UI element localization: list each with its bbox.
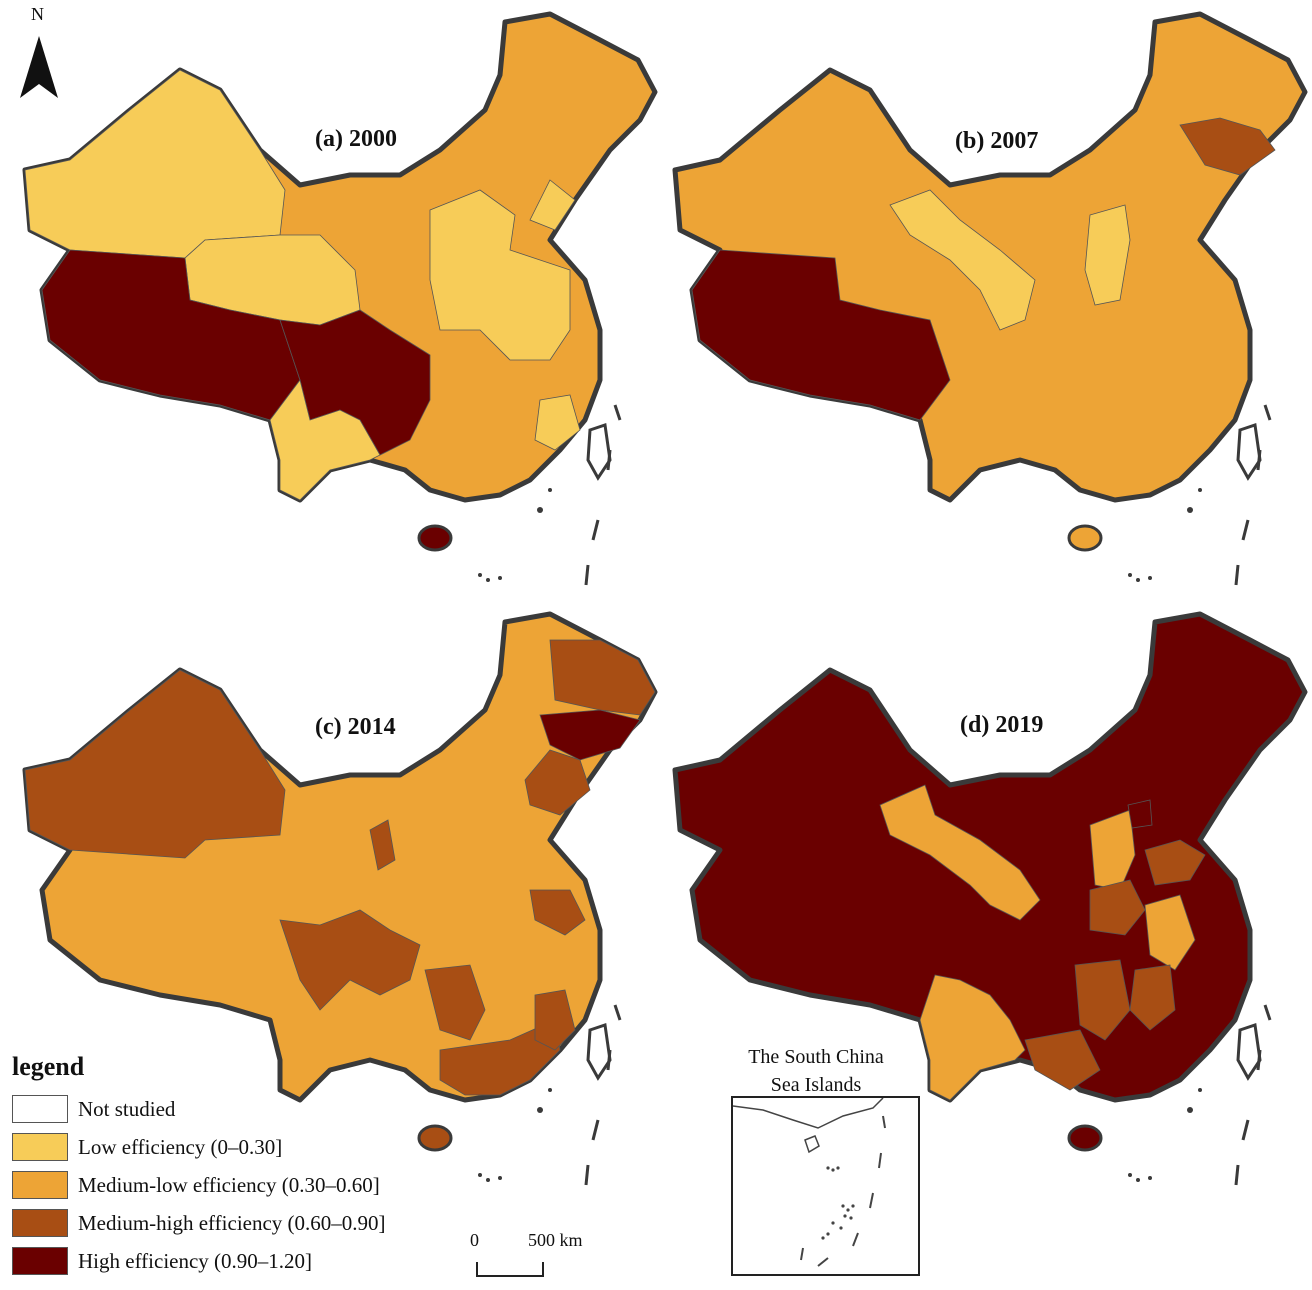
region-shandong — [1144, 839, 1206, 886]
nine-dash-lines — [584, 1004, 622, 1186]
inset-title-line1: The South China — [748, 1046, 884, 1068]
region-hainan — [1067, 524, 1103, 552]
legend-item: High efficiency (0.90–1.20] — [12, 1242, 472, 1280]
china-map-2007 — [672, 11, 1308, 586]
island-dots — [478, 1088, 552, 1182]
region-xinjiang — [24, 69, 286, 259]
island-dots — [1128, 1088, 1202, 1182]
legend-item: Medium-low efficiency (0.30–0.60] — [12, 1166, 472, 1204]
legend-label: Medium-high efficiency (0.60–0.90] — [78, 1210, 386, 1235]
legend-swatch — [12, 1171, 68, 1199]
region-tibet — [691, 249, 951, 421]
legend-swatch — [12, 1247, 68, 1275]
china-map-2019 — [672, 611, 1308, 1186]
inset-map — [732, 1097, 886, 1267]
legend-title: legend — [12, 1052, 85, 1081]
inset-title: The South China Sea Islands — [724, 1043, 908, 1099]
south-china-sea-inset — [731, 1096, 920, 1276]
legend-swatch — [12, 1209, 68, 1237]
scale-bar-line — [476, 1262, 544, 1277]
region-yunnan — [919, 974, 1026, 1101]
region-xinjiang — [24, 669, 286, 859]
legend-swatch — [12, 1095, 68, 1123]
legend-label: High efficiency (0.90–1.20] — [78, 1248, 313, 1273]
legend: legend Not studied Low efficiency (0–0.3… — [12, 1052, 472, 1280]
legend-label: Low efficiency (0–0.30] — [78, 1134, 283, 1159]
region-fujian — [534, 989, 576, 1051]
nine-dash-lines — [1234, 404, 1272, 586]
region-anhui — [1144, 894, 1196, 971]
legend-label: Medium-low efficiency (0.30–0.60] — [78, 1172, 380, 1197]
panel-title: (d) 2019 — [960, 712, 1044, 738]
panel-title: (c) 2014 — [315, 714, 396, 740]
inset-title-line2: Sea Islands — [770, 1074, 862, 1096]
taiwan-outline — [1236, 1023, 1262, 1081]
region-ningxia — [369, 819, 396, 871]
region-hainan — [417, 1124, 453, 1152]
region-jilin — [539, 709, 641, 761]
legend-swatch — [12, 1133, 68, 1161]
region-north-low — [1084, 204, 1131, 306]
region-east-central — [429, 189, 571, 361]
north-label: N — [31, 4, 44, 24]
region-beijing — [1127, 799, 1153, 829]
region-hunan — [424, 964, 486, 1041]
panel-title: (b) 2007 — [955, 128, 1039, 154]
nine-dash-lines — [1234, 1004, 1272, 1186]
map-panel-2007: (b) 2007 — [660, 0, 1310, 600]
region-jiangxi — [1129, 964, 1176, 1031]
region-hainan — [1067, 1124, 1103, 1152]
nine-dash-lines — [584, 404, 622, 586]
region-liaoning — [524, 749, 591, 816]
region-yunnan — [269, 379, 381, 501]
taiwan-outline — [586, 423, 612, 481]
region-gansu — [879, 784, 1041, 921]
scale-bar: 0 500 km — [470, 1230, 583, 1280]
legend-item: Low efficiency (0–0.30] — [12, 1128, 472, 1166]
legend-item: Medium-high efficiency (0.60–0.90] — [12, 1204, 472, 1242]
legend-label: Not studied — [78, 1096, 176, 1121]
north-arrow-icon — [20, 36, 58, 98]
china-map-2000 — [22, 11, 658, 586]
region-hainan — [417, 524, 453, 552]
region-gansu-low — [889, 189, 1036, 331]
region-jilin — [1179, 117, 1276, 176]
region-fujian-low — [534, 394, 581, 451]
region-hunan — [1074, 959, 1131, 1041]
taiwan-outline — [586, 1023, 612, 1081]
region-guangxi — [1024, 1029, 1101, 1091]
map-panel-2000: (a) 2000 — [10, 0, 660, 600]
map-panel-2014: (c) 2014 — [10, 600, 660, 1200]
island-dots — [1128, 488, 1202, 582]
china-map-2014 — [22, 611, 658, 1186]
region-sichuan — [279, 909, 421, 1011]
legend-item: Not studied — [12, 1090, 472, 1128]
region-guangdong — [439, 1019, 561, 1096]
scale-zero-label: 0 — [470, 1230, 479, 1250]
region-northeast-low — [529, 179, 576, 231]
taiwan-outline — [1236, 423, 1262, 481]
scale-distance-label: 500 km — [528, 1230, 583, 1250]
island-dots — [478, 488, 552, 582]
region-jiangsu — [529, 889, 586, 936]
region-heilongjiang — [549, 639, 656, 716]
panel-title: (a) 2000 — [315, 126, 397, 152]
region-shanxi — [1089, 809, 1136, 891]
map-panel-2019: (d) 2019 — [660, 600, 1310, 1200]
region-henan — [1089, 879, 1146, 936]
